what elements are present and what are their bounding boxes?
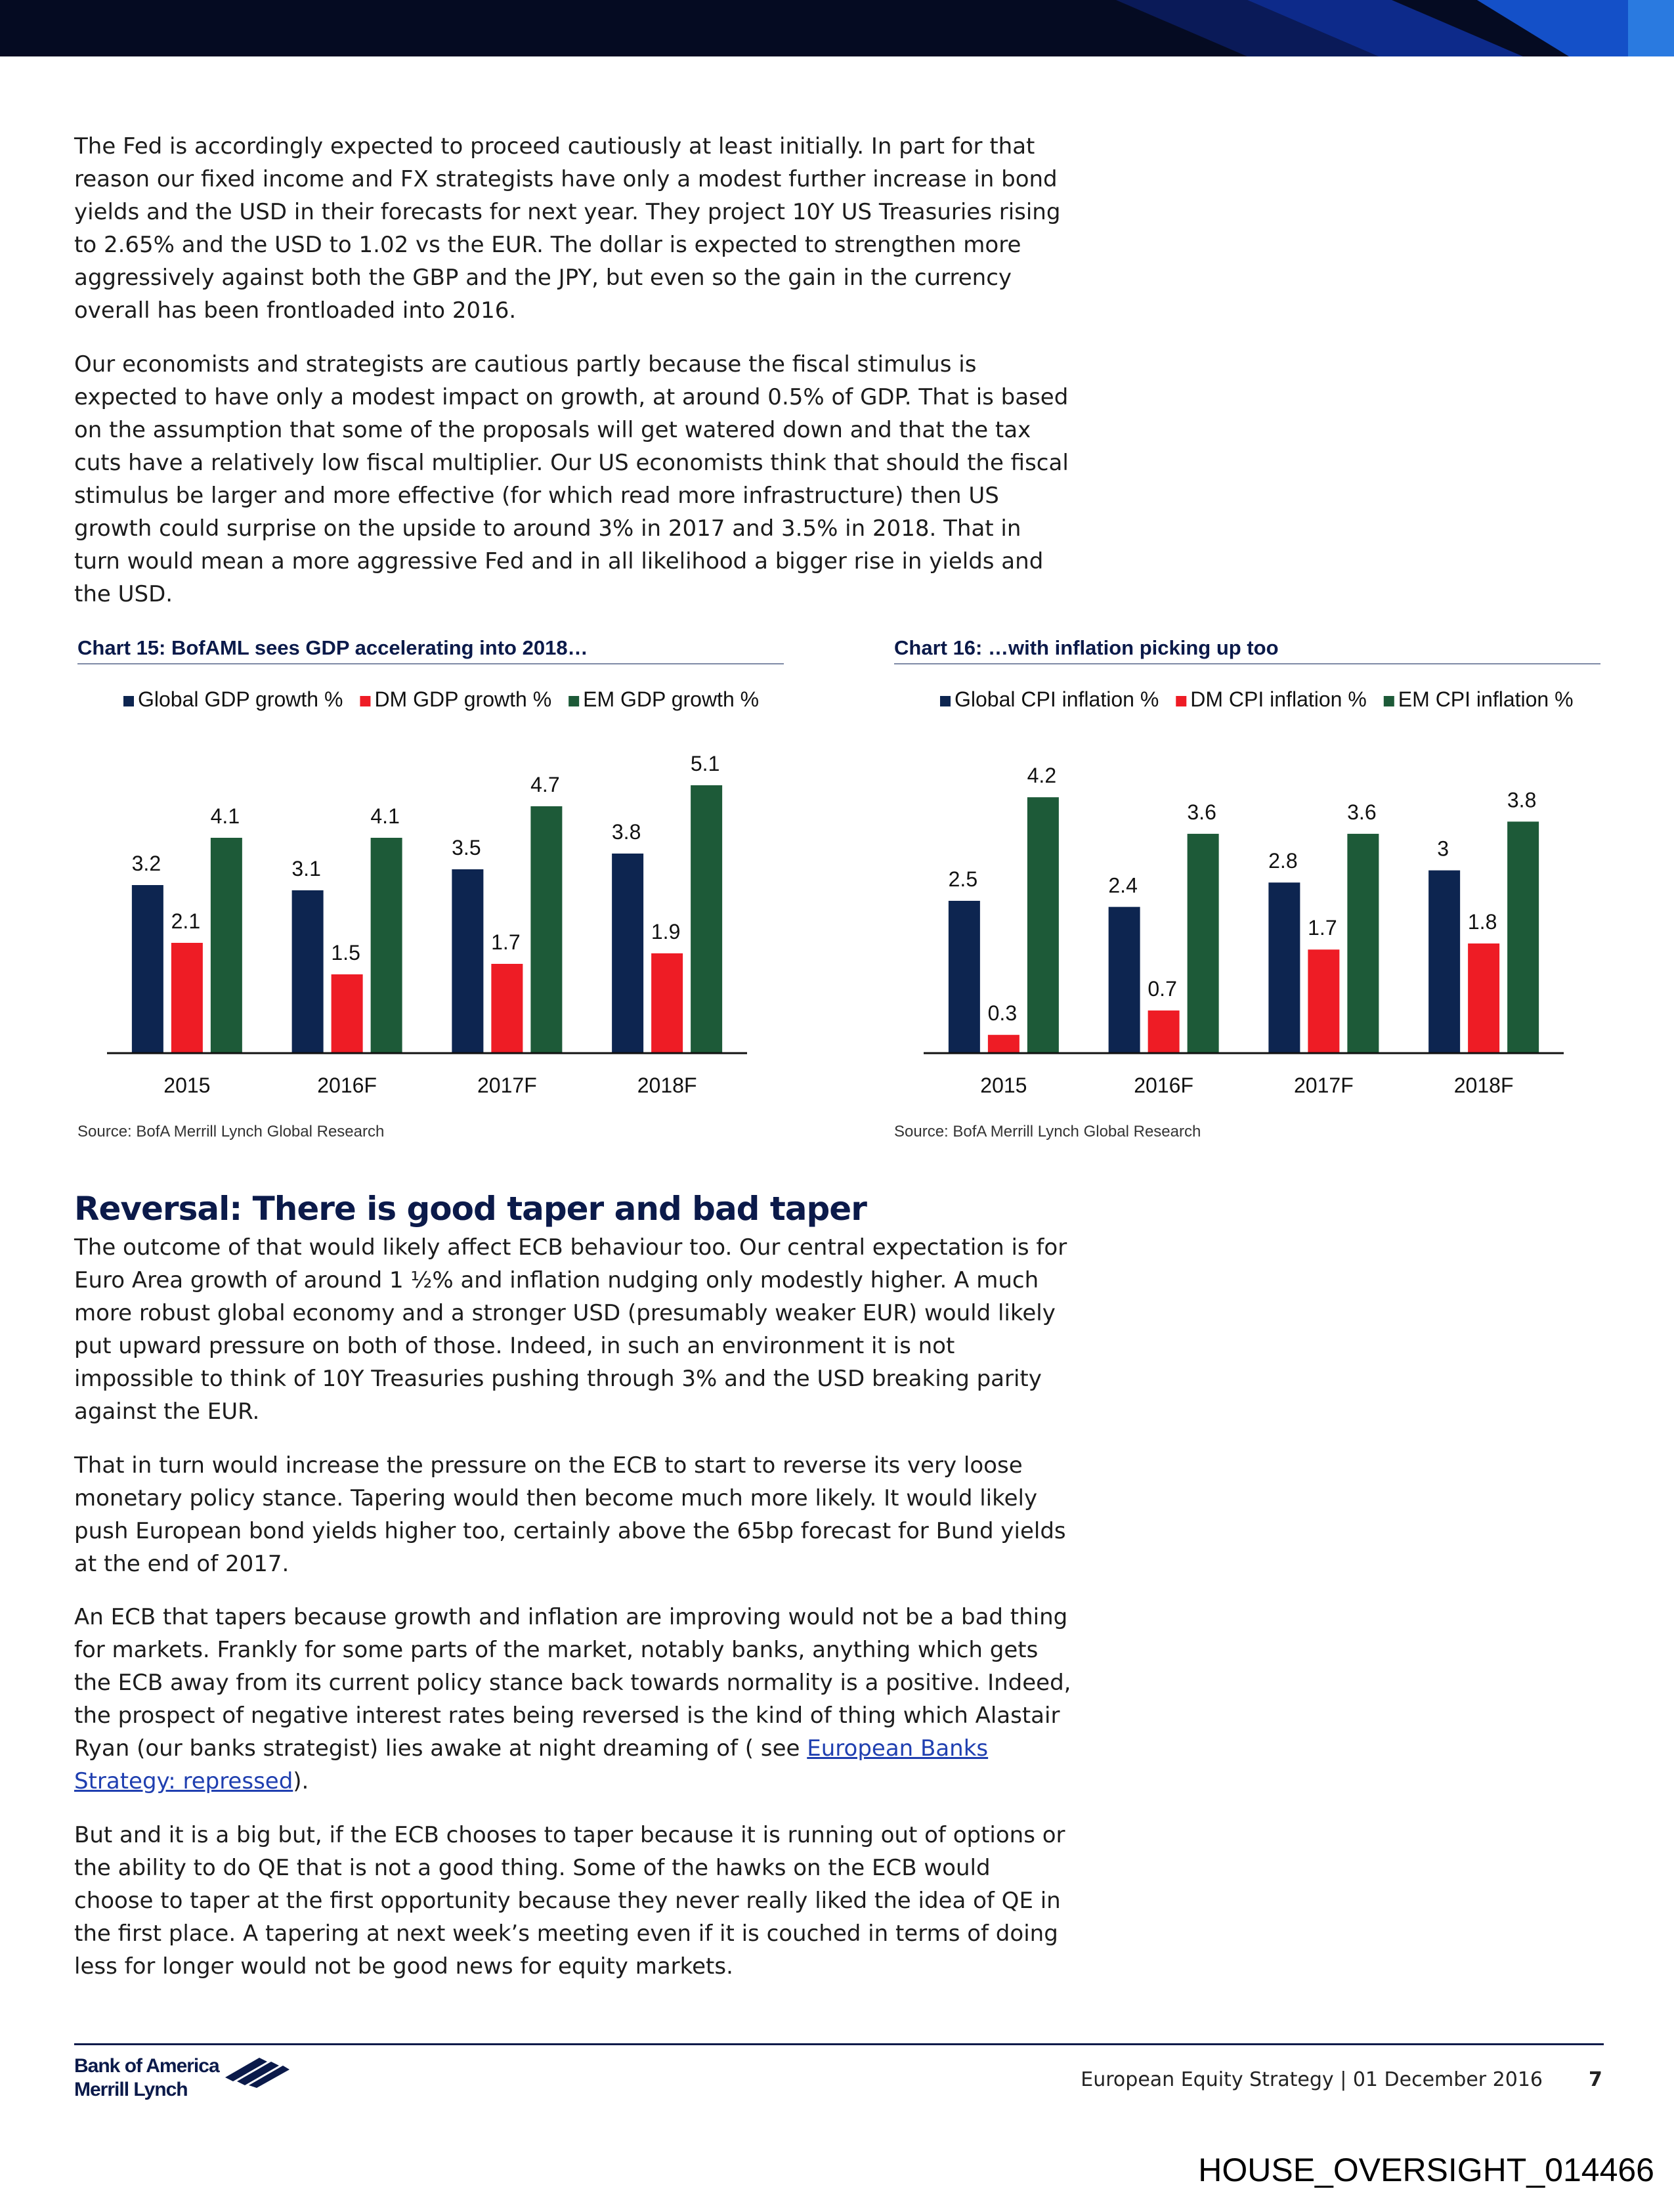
paragraph-ecb-taper-good: An ECB that tapers because growth and in… (74, 1601, 1072, 1798)
data-label-em-cpi-inflation-2018f: 3.8 (1507, 788, 1536, 812)
x-tick-label-2018f: 2018F (1454, 1073, 1514, 1097)
x-tick-label-2016f: 2016F (317, 1073, 377, 1097)
data-label-global-gdp-growth-2017f: 3.5 (452, 836, 481, 859)
legend-label-em-gdp-growth: EM GDP growth % (583, 687, 759, 711)
bar-dm-cpi-inflation-2018f (1468, 943, 1500, 1053)
bar-dm-cpi-inflation-2015 (987, 1035, 1019, 1053)
bar-dm-gdp-growth-2018f (651, 953, 683, 1053)
x-tick-label-2017f: 2017F (1294, 1073, 1354, 1097)
bar-em-gdp-growth-2016f (370, 838, 402, 1053)
bar-global-gdp-growth-2018f (612, 854, 644, 1053)
paragraph-ecb-behaviour: The outcome of that would likely affect … (74, 1234, 1067, 1425)
logo-text-line1: Bank of America (74, 2055, 220, 2077)
data-label-global-gdp-growth-2018f: 3.8 (612, 820, 641, 844)
chart-15-title: Chart 15: BofAML sees GDP accelerating i… (77, 633, 784, 664)
page-number: 7 (1589, 2068, 1602, 2091)
bar-em-cpi-inflation-2016f (1187, 833, 1219, 1053)
data-label-dm-gdp-growth-2016f: 1.5 (331, 941, 360, 965)
data-label-dm-cpi-inflation-2015: 0.3 (988, 1001, 1017, 1025)
data-label-em-gdp-growth-2015: 4.1 (211, 804, 240, 828)
paragraph-fiscal-stimulus: Our economists and strategists are cauti… (74, 351, 1069, 607)
paragraph-ecb-taper-bad: But and it is a big but, if the ECB choo… (74, 1822, 1065, 1980)
legend-label-global-gdp-growth: Global GDP growth % (138, 687, 343, 711)
bar-global-gdp-growth-2017f (452, 869, 484, 1053)
bar-em-cpi-inflation-2017f (1347, 833, 1379, 1053)
data-label-dm-cpi-inflation-2017f: 1.7 (1308, 916, 1337, 940)
bar-global-cpi-inflation-2015 (948, 901, 980, 1053)
chart-15-gdp-growth: Global GDP growth % DM GDP growth % EM GDP… (107, 687, 759, 1097)
data-label-dm-cpi-inflation-2016f: 0.7 (1148, 977, 1176, 1001)
legend-swatch-em-gdp-growth (569, 696, 580, 706)
data-label-em-cpi-inflation-2015: 4.2 (1027, 764, 1056, 787)
banner-graphic (1116, 0, 1674, 56)
legend-swatch-dm-cpi-inflation (1176, 696, 1187, 706)
data-label-global-cpi-inflation-2015: 2.5 (949, 867, 977, 891)
bar-global-cpi-inflation-2018f (1428, 870, 1461, 1053)
bar-dm-cpi-inflation-2016f (1148, 1010, 1180, 1053)
legend-swatch-global-cpi-inflation (940, 696, 951, 706)
bar-global-gdp-growth-2016f (291, 890, 324, 1053)
data-label-global-cpi-inflation-2018f: 3 (1437, 837, 1449, 861)
bar-em-cpi-inflation-2018f (1507, 821, 1539, 1053)
legend-label-dm-cpi-inflation: DM CPI inflation % (1190, 687, 1367, 711)
data-label-global-gdp-growth-2015: 3.2 (132, 852, 161, 875)
european-banks-strategy-link[interactable]: European Banks Strategy: repressed (74, 1735, 989, 1794)
data-label-dm-gdp-growth-2017f: 1.7 (491, 930, 520, 954)
paragraph-text-end: ). (293, 1768, 309, 1794)
footer-publication: European Equity Strategy | 01 December 2… (1081, 2068, 1543, 2091)
x-tick-label-2016f: 2016F (1134, 1073, 1193, 1097)
bar-em-cpi-inflation-2015 (1027, 797, 1059, 1053)
legend-label-em-cpi-inflation: EM CPI inflation % (1398, 687, 1574, 711)
bates-number: HOUSE_OVERSIGHT_014466 (1198, 2152, 1654, 2188)
bank-of-america-merrill-lynch-logo: Bank of America Merrill Lynch (74, 2055, 291, 2108)
bar-em-gdp-growth-2017f (530, 806, 563, 1053)
data-label-global-cpi-inflation-2017f: 2.8 (1268, 849, 1297, 873)
legend-label-global-cpi-inflation: Global CPI inflation % (955, 687, 1159, 711)
bar-dm-gdp-growth-2015 (171, 943, 203, 1053)
data-label-global-gdp-growth-2016f: 3.1 (291, 857, 320, 880)
data-label-em-gdp-growth-2017f: 4.7 (530, 773, 559, 796)
legend-swatch-dm-gdp-growth (360, 696, 371, 706)
bar-em-gdp-growth-2015 (210, 838, 242, 1053)
footer-divider (74, 2043, 1604, 2045)
data-label-dm-gdp-growth-2015: 2.1 (171, 909, 200, 933)
logo-text-line2: Merrill Lynch (74, 2079, 188, 2100)
paragraph-fed-outlook: The Fed is accordingly expected to proce… (74, 133, 1061, 324)
data-label-em-cpi-inflation-2016f: 3.6 (1187, 800, 1216, 824)
chart-16-source: Source: BofA Merrill Lynch Global Resear… (894, 1123, 1201, 1140)
bar-dm-cpi-inflation-2017f (1308, 949, 1340, 1053)
legend-label-dm-gdp-growth: DM GDP growth % (374, 687, 551, 711)
chart-16-title: Chart 16: …with inflation picking up too (894, 633, 1600, 664)
flagscape-icon (225, 2058, 290, 2088)
x-tick-label-2015: 2015 (980, 1073, 1027, 1097)
data-label-em-cpi-inflation-2017f: 3.6 (1347, 800, 1376, 824)
data-label-global-cpi-inflation-2016f: 2.4 (1108, 873, 1137, 897)
data-label-em-gdp-growth-2016f: 4.1 (370, 804, 399, 828)
chart-15-source: Source: BofA Merrill Lynch Global Resear… (77, 1123, 385, 1140)
x-tick-label-2015: 2015 (163, 1073, 210, 1097)
legend-swatch-global-gdp-growth (123, 696, 134, 706)
data-label-em-gdp-growth-2018f: 5.1 (691, 752, 719, 775)
bar-global-gdp-growth-2015 (131, 885, 163, 1053)
bar-global-cpi-inflation-2016f (1108, 907, 1140, 1053)
section-heading: Reversal: There is good taper and bad ta… (74, 1190, 867, 1228)
bar-global-cpi-inflation-2017f (1268, 882, 1300, 1053)
chart-16-cpi-inflation: Global CPI inflation % DM CPI inflation %… (924, 687, 1574, 1097)
x-tick-label-2018f: 2018F (637, 1073, 697, 1097)
paragraph-ecb-pressure: That in turn would increase the pressure… (74, 1452, 1066, 1577)
data-label-dm-cpi-inflation-2018f: 1.8 (1468, 910, 1497, 934)
top-banner (0, 0, 1674, 56)
x-tick-label-2017f: 2017F (477, 1073, 537, 1097)
bar-dm-gdp-growth-2016f (331, 974, 363, 1053)
legend-swatch-em-cpi-inflation (1383, 696, 1394, 706)
bar-em-gdp-growth-2018f (691, 785, 723, 1053)
paragraph-text: An ECB that tapers because growth and in… (74, 1604, 1071, 1762)
data-label-dm-gdp-growth-2018f: 1.9 (651, 920, 680, 943)
bar-dm-gdp-growth-2017f (491, 964, 523, 1053)
